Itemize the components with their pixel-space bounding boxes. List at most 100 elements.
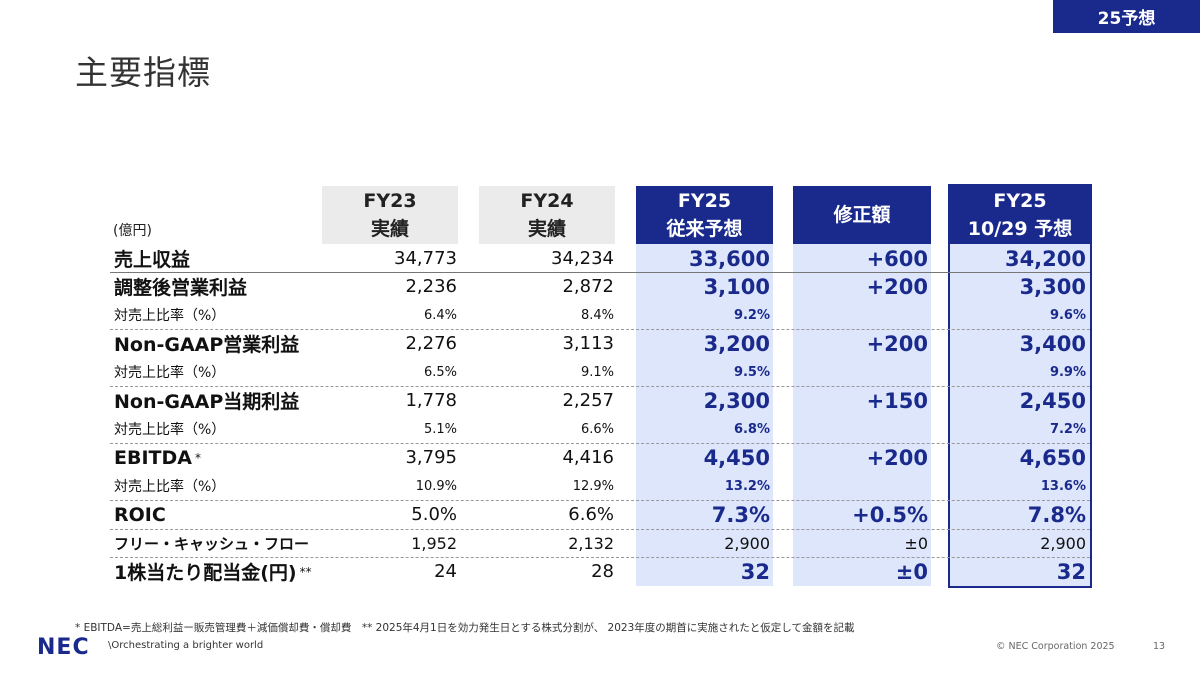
header-fy23-line1: FY23 <box>363 190 417 212</box>
cell-fy23-text: 3,795 <box>405 447 457 468</box>
cell-fy25-prev: 33,600 <box>636 245 770 272</box>
copyright: © NEC Corporation 2025 <box>996 641 1115 652</box>
cell-fy25-new: 9.9% <box>950 358 1086 386</box>
cell-revision: +0.5% <box>793 500 928 529</box>
cell-fy23: 2,236 <box>322 272 457 301</box>
cell-fy23-text: 2,276 <box>405 333 457 354</box>
table-row: ROIC 5.0% 6.6% 7.3% +0.5% 7.8% <box>110 500 1090 530</box>
cell-fy24: 12.9% <box>479 472 614 500</box>
cell-fy25-new-text: 13.6% <box>1040 478 1086 494</box>
cell-fy25-prev-text: 33,600 <box>688 246 770 271</box>
row-label: フリー・キャッシュ・フロー <box>114 529 309 557</box>
row-label-text: Non-GAAP営業利益 <box>114 334 300 356</box>
cell-fy24: 4,416 <box>479 443 614 472</box>
cell-fy25-prev-text: 2,300 <box>703 388 770 413</box>
cell-fy23-text: 1,778 <box>405 390 457 411</box>
cell-fy25-new-text: 7.2% <box>1049 421 1086 437</box>
cell-fy23-text: 2,236 <box>405 276 457 297</box>
cell-fy23: 1,778 <box>322 386 457 415</box>
cell-fy23: 24 <box>322 557 457 586</box>
cell-fy25-new: 3,300 <box>950 272 1086 301</box>
page-title: 主要指標 <box>75 53 211 92</box>
cell-fy23: 34,773 <box>322 245 457 272</box>
footnote-mark: * <box>194 450 201 465</box>
header-fy25-new-line1: FY25 <box>993 190 1047 212</box>
fy24-header-bg <box>479 186 615 244</box>
row-label-text: 売上収益 <box>114 249 191 271</box>
row-label: ROIC <box>114 500 166 529</box>
cell-fy24-text: 6.6% <box>580 421 614 437</box>
cell-fy25-new-text: 4,650 <box>1019 445 1086 470</box>
cell-revision: ±0 <box>793 529 928 557</box>
row-label-text: 対売上比率（%） <box>114 479 226 495</box>
header-fy25-prev-line1: FY25 <box>677 190 732 212</box>
table-row: 対売上比率（%） 6.4% 8.4% 9.2% 9.6% <box>110 301 1090 330</box>
row-label: 対売上比率（%） <box>114 358 225 386</box>
cell-fy25-prev-text: 7.3% <box>711 502 770 527</box>
page-number: 13 <box>1153 641 1166 652</box>
cell-fy24: 6.6% <box>479 500 614 529</box>
cell-fy23: 1,952 <box>322 529 457 557</box>
cell-revision: ±0 <box>793 557 928 586</box>
table-row: Non-GAAP当期利益 1,778 2,257 2,300 +150 2,450 <box>110 386 1090 415</box>
row-label-text: 1株当たり配当金(円) <box>114 562 297 584</box>
cell-fy24: 3,113 <box>479 329 614 358</box>
row-label: Non-GAAP当期利益 <box>114 386 299 415</box>
cell-fy25-prev-text: 3,200 <box>703 331 770 356</box>
row-label: Non-GAAP営業利益 <box>114 329 299 358</box>
cell-revision-text: +200 <box>866 274 928 299</box>
cell-fy25-prev-text: 6.8% <box>733 421 770 437</box>
header-fy23-line2: 実績 <box>370 218 409 240</box>
cell-fy24: 9.1% <box>479 358 614 386</box>
cell-fy25-prev: 7.3% <box>636 500 770 529</box>
row-label: 対売上比率（%） <box>114 472 225 500</box>
cell-revision <box>793 415 928 443</box>
header-fy25-new-line2: 10/29 予想 <box>967 218 1073 240</box>
cell-fy23: 5.1% <box>322 415 457 443</box>
forecast-tag: 25予想 <box>1053 0 1200 33</box>
row-label: 対売上比率（%） <box>114 415 225 443</box>
cell-revision: +200 <box>793 272 928 301</box>
cell-fy23: 3,795 <box>322 443 457 472</box>
row-label-text: Non-GAAP当期利益 <box>114 391 300 413</box>
cell-fy25-prev: 32 <box>636 557 770 586</box>
header-fy23: FY23 実績 <box>322 186 458 244</box>
fy23-header-bg <box>322 186 458 244</box>
cell-fy23: 5.0% <box>322 500 457 529</box>
cell-fy25-new: 13.6% <box>950 472 1086 500</box>
cell-fy25-new-text: 2,900 <box>1040 533 1086 553</box>
cell-fy24-text: 34,234 <box>551 248 614 269</box>
header-fy25-new: FY25 10/29 予想 <box>950 186 1090 244</box>
table-row: Non-GAAP営業利益 2,276 3,113 3,200 +200 3,400 <box>110 329 1090 358</box>
cell-fy25-new-text: 3,300 <box>1019 274 1086 299</box>
row-label-text: ROIC <box>114 503 166 526</box>
cell-fy23-text: 24 <box>434 561 457 582</box>
cell-fy25-prev: 13.2% <box>636 472 770 500</box>
cell-fy25-prev: 9.5% <box>636 358 770 386</box>
cell-fy25-new: 9.6% <box>950 301 1086 329</box>
cell-fy23-text: 5.1% <box>423 421 457 437</box>
cell-fy25-new-text: 9.9% <box>1049 364 1086 380</box>
cell-revision-text: +200 <box>866 331 928 356</box>
cell-fy24: 8.4% <box>479 301 614 329</box>
cell-revision-text: +600 <box>866 246 928 271</box>
row-label-text: 対売上比率（%） <box>114 365 226 381</box>
cell-fy25-prev-text: 32 <box>740 559 770 584</box>
cell-fy24-text: 9.1% <box>580 364 614 380</box>
cell-revision-text: ±0 <box>904 533 928 553</box>
cell-revision: +600 <box>793 245 928 272</box>
cell-fy24: 34,234 <box>479 245 614 272</box>
cell-fy25-prev-text: 9.5% <box>733 364 770 380</box>
cell-fy24: 6.6% <box>479 415 614 443</box>
cell-fy23-text: 6.5% <box>423 364 457 380</box>
cell-revision <box>793 358 928 386</box>
cell-revision-text: ±0 <box>895 559 928 584</box>
cell-fy25-new: 4,650 <box>950 443 1086 472</box>
table-row: 対売上比率（%） 10.9% 12.9% 13.2% 13.6% <box>110 472 1090 501</box>
cell-fy25-prev-text: 13.2% <box>724 478 770 494</box>
table-row: 対売上比率（%） 5.1% 6.6% 6.8% 7.2% <box>110 415 1090 444</box>
cell-fy25-prev: 2,900 <box>636 529 770 557</box>
unit-label: (億円) <box>113 223 152 239</box>
row-label-text: フリー・キャッシュ・フロー <box>114 534 310 553</box>
cell-fy25-new-text: 7.8% <box>1027 502 1086 527</box>
